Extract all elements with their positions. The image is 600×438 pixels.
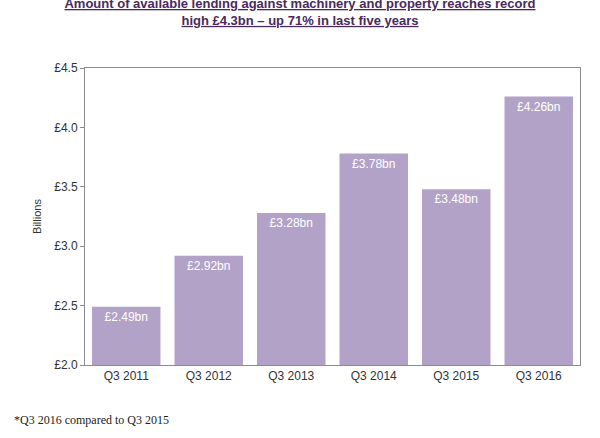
svg-text:£4.5: £4.5 [54,61,78,75]
svg-text:£3.0: £3.0 [54,239,78,253]
svg-text:£4.26bn: £4.26bn [517,100,560,114]
svg-text:£3.48bn: £3.48bn [435,192,478,206]
svg-text:£3.5: £3.5 [54,180,78,194]
svg-text:Q3 2011: Q3 2011 [104,369,149,383]
svg-text:Q3 2014: Q3 2014 [351,369,397,383]
svg-text:Q3 2016: Q3 2016 [516,369,562,383]
svg-text:Amount of available lending ag: Amount of available lending against mach… [64,0,535,28]
svg-text:£3.78bn: £3.78bn [352,157,395,171]
svg-text:£2.92bn: £2.92bn [187,259,230,273]
svg-text:Q3 2013: Q3 2013 [268,369,314,383]
svg-text:£2.0: £2.0 [54,358,78,372]
svg-text:£2.49bn: £2.49bn [105,310,148,324]
svg-text:£3.28bn: £3.28bn [270,216,313,230]
svg-text:£4.0: £4.0 [54,121,78,135]
svg-text:Q3 2012: Q3 2012 [186,369,232,383]
svg-text:Billions: Billions [31,199,43,234]
svg-text:*Q3 2016 compared to Q3 2015: *Q3 2016 compared to Q3 2015 [14,413,169,427]
svg-text:Q3 2015: Q3 2015 [433,369,479,383]
svg-text:£2.5: £2.5 [54,299,78,313]
